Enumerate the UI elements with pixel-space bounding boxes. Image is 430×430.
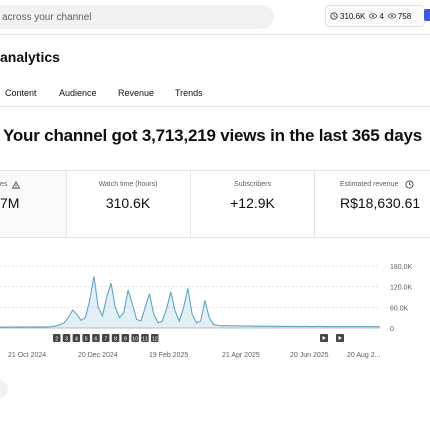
page-title: analytics [0, 49, 60, 65]
search-input[interactable]: across your channel [0, 5, 274, 29]
metric-label: Watch time (hours) [98, 181, 158, 188]
x-tick-label: 20 Aug 2... [347, 352, 381, 359]
eye-icon [369, 13, 378, 19]
video-marker-label: 6 [94, 337, 97, 343]
warning-icon [12, 181, 20, 189]
video-marker-label: 12 [152, 337, 158, 343]
video-marker-label: 11 [142, 337, 148, 343]
video-marker [151, 334, 159, 342]
metric-card-views[interactable]: es 7M [0, 171, 67, 237]
video-marker [102, 334, 110, 342]
top-bar: across your channel 310.6K 4 758 [0, 0, 430, 34]
video-marker-label: 2 [55, 337, 58, 343]
stat-live-value: 4 [379, 11, 384, 21]
metric-card-subscribers[interactable]: Subscribers +12.9K [191, 171, 315, 237]
analytics-tabs: Content Audience Revenue Trends [0, 82, 430, 106]
profile-badge[interactable] [424, 9, 430, 21]
video-marker [111, 334, 120, 342]
video-marker-label: 7 [104, 337, 107, 343]
video-marker-label: 8 [114, 337, 117, 343]
stat-views-value: 758 [397, 11, 412, 21]
header-stats: 310.6K 4 758 [325, 5, 425, 27]
tab-audience[interactable]: Audience [59, 88, 97, 98]
x-tick-label: 21 Oct 2024 [8, 352, 46, 359]
clock-icon [330, 12, 338, 20]
video-marker [141, 334, 149, 342]
y-tick-label: 0 [390, 326, 394, 333]
video-marker [131, 334, 139, 342]
tab-revenue[interactable]: Revenue [118, 88, 155, 98]
metric-value: 7M [0, 195, 20, 211]
x-tick-label: 20 Dec 2024 [78, 352, 118, 359]
views-chart: 180.0K 120.0K 60.0K 0 21 Oct 2024 20 Dec 2024… [0, 264, 413, 359]
video-marker-label: 10 [132, 337, 138, 343]
play-icon [322, 336, 326, 340]
metric-value: 310.6K [105, 195, 151, 211]
header-divider [0, 34, 430, 35]
video-marker-label: 4 [75, 337, 78, 343]
show-more-chip[interactable] [0, 380, 8, 398]
x-tick-label: 20 Jun 2025 [290, 352, 329, 359]
metric-value: +12.9K [230, 195, 275, 211]
views-icon [387, 13, 396, 19]
video-marker [92, 334, 100, 342]
video-marker-label: 9 [124, 337, 127, 343]
tab-content[interactable]: Content [5, 88, 37, 98]
video-marker [72, 334, 81, 342]
clock-icon [405, 180, 414, 189]
metric-card-revenue[interactable]: Estimated revenue R$18,630.61 [315, 171, 430, 237]
metric-cards: es 7M Watch time (hours) 310.6K Subscrib… [0, 170, 430, 238]
video-marker-label: 3 [65, 337, 68, 343]
tab-trends[interactable]: Trends [175, 88, 203, 98]
video-marker [82, 334, 90, 342]
y-tick-label: 60.0K [390, 305, 409, 312]
video-marker [53, 334, 61, 342]
metric-label: es [0, 181, 8, 188]
play-icon [338, 336, 342, 340]
series-line [0, 276, 381, 328]
search-placeholder: across your channel [2, 11, 92, 23]
metric-label: Subscribers [234, 181, 271, 188]
stat-watch-value: 310.6K [340, 11, 366, 21]
metric-label: Estimated revenue [340, 181, 399, 188]
video-marker-label: 5 [85, 337, 88, 343]
metric-value: R$18,630.61 [340, 195, 421, 211]
x-tick-label: 19 Feb 2025 [149, 352, 188, 359]
tabs-divider [0, 106, 430, 107]
x-tick-label: 21 Apr 2025 [222, 352, 260, 359]
video-marker [62, 334, 71, 342]
video-marker [121, 334, 130, 342]
y-tick-label: 180.0K [390, 264, 413, 271]
y-tick-label: 120.0K [390, 285, 413, 292]
headline: Your channel got 3,713,219 views in the … [3, 126, 422, 145]
metric-card-watch-time[interactable]: Watch time (hours) 310.6K [66, 171, 191, 237]
